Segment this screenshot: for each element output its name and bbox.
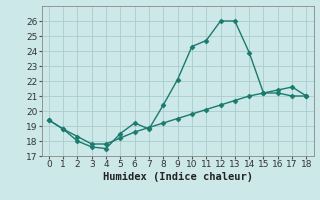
X-axis label: Humidex (Indice chaleur): Humidex (Indice chaleur): [103, 172, 252, 182]
